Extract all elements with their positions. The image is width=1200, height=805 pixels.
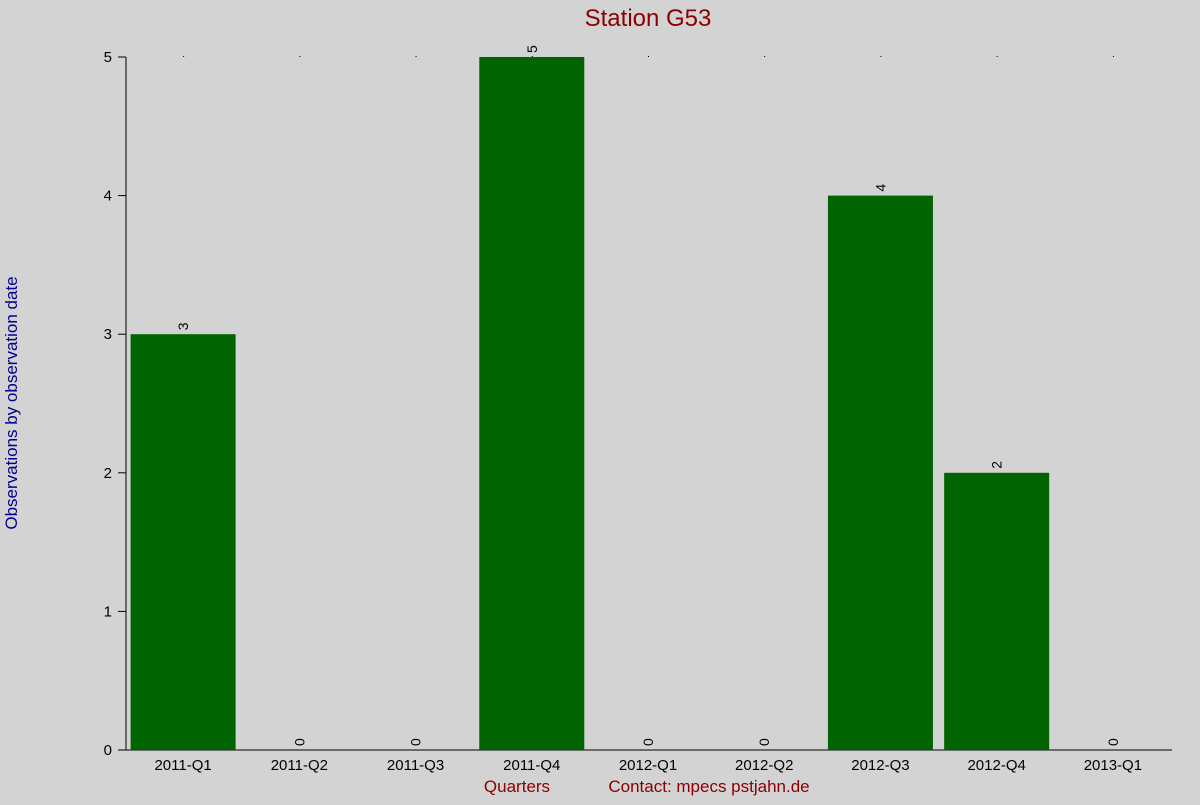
y-tick-label: 0 (104, 742, 112, 759)
y-axis-label: Observations by observation date (2, 276, 21, 529)
top-dot (415, 56, 417, 57)
bars (130, 57, 1050, 751)
bar (827, 195, 933, 751)
data-label: 5 (524, 45, 540, 53)
x-tick-label: 2012-Q3 (851, 757, 909, 774)
data-label: 0 (408, 738, 424, 746)
data-label: 2 (989, 461, 1005, 469)
data-label: 0 (291, 738, 307, 746)
x-axis-label: Quarters (484, 777, 550, 796)
top-dot (531, 56, 533, 57)
y-tick-label: 2 (104, 465, 112, 482)
data-label: 0 (640, 738, 656, 746)
x-tick-label: 2011-Q2 (271, 757, 328, 774)
x-tick-label: 2012-Q2 (735, 757, 793, 774)
data-label: 3 (175, 322, 191, 330)
x-tick-label: 2012-Q4 (967, 757, 1025, 774)
top-dot (1112, 56, 1114, 57)
x-tick-label: 2012-Q1 (619, 757, 677, 774)
y-tick-label: 3 (104, 326, 112, 343)
x-tick-label: 2011-Q1 (154, 757, 211, 774)
bar (944, 472, 1050, 750)
x-tick-label: 2011-Q3 (387, 757, 444, 774)
top-dot (299, 56, 301, 57)
data-label: 4 (872, 184, 888, 192)
labels: 2011-Q1 3 2011-Q2 0 2011-Q3 0 2011-Q4 5 2012-Q1 0… (154, 45, 1142, 774)
chart-title: Station G53 (585, 5, 712, 32)
data-label: 0 (756, 738, 772, 746)
bar (130, 334, 236, 750)
data-label: 0 (1105, 738, 1121, 746)
top-dot (648, 56, 649, 57)
y-tick-label: 1 (104, 603, 112, 620)
y-tick-label: 5 (104, 49, 112, 66)
y-tick-label: 4 (104, 188, 112, 205)
top-dot (764, 56, 766, 57)
top-dot (996, 56, 998, 57)
x-tick-label: 2013-Q1 (1084, 757, 1142, 774)
top-dot (183, 56, 185, 57)
bar (479, 57, 585, 750)
contact-label: Contact: mpecs pstjahn.de (608, 777, 809, 796)
top-dot (880, 56, 882, 57)
x-tick-label: 2011-Q4 (503, 757, 560, 774)
